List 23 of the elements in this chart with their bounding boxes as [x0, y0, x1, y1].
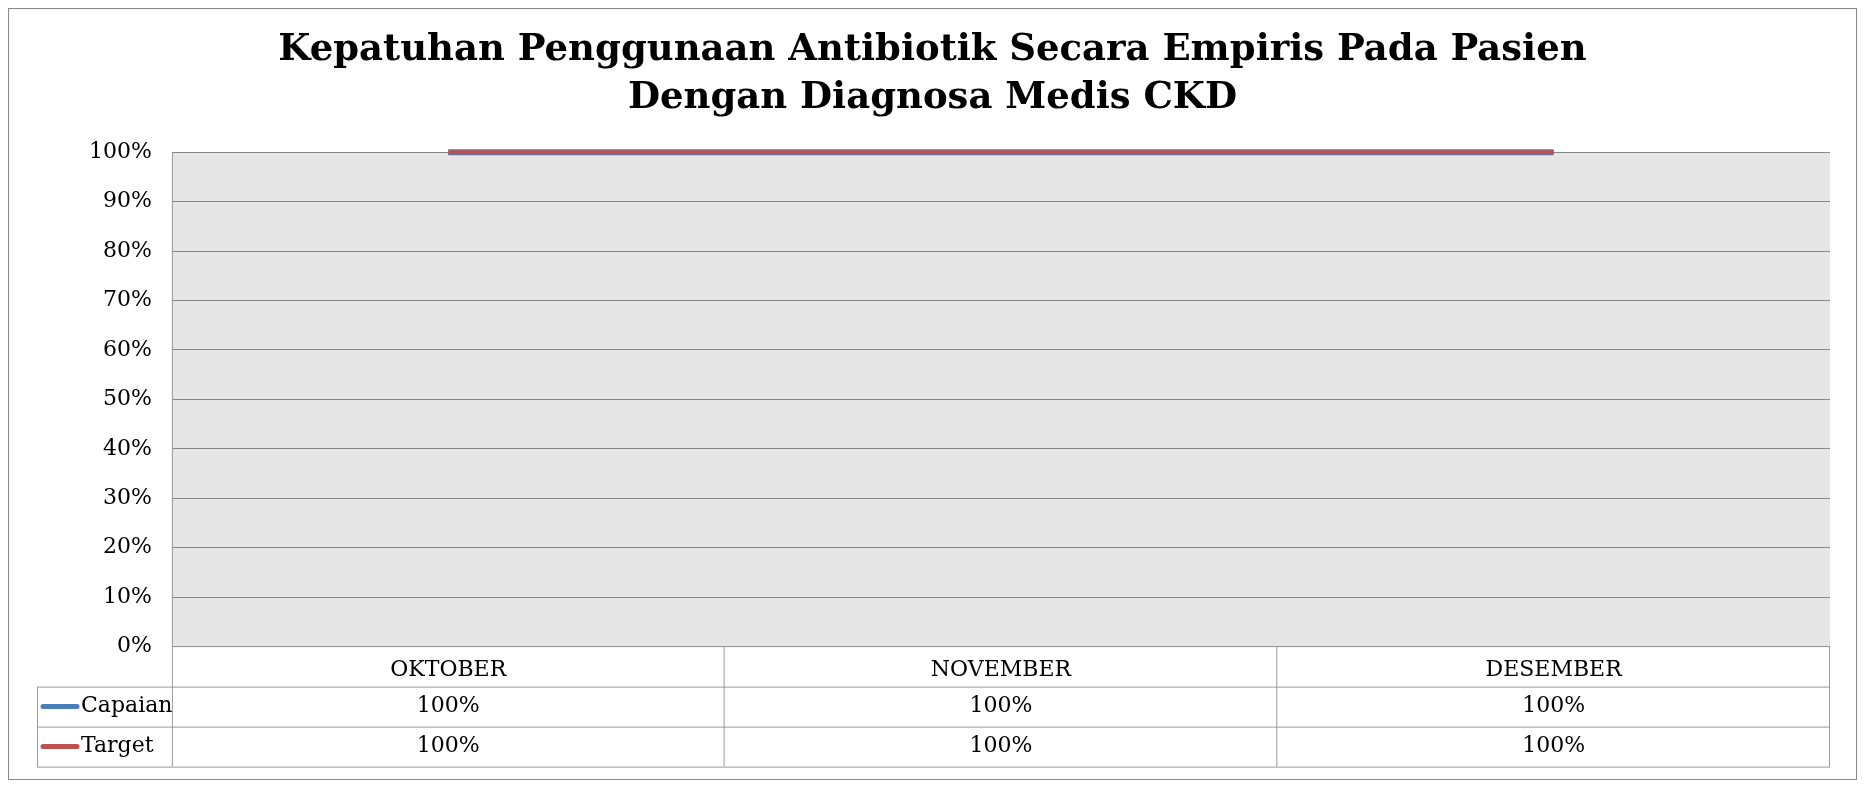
y-tick-label: 100% [88, 137, 152, 163]
y-tick-label: 0% [116, 632, 152, 658]
y-tick-label: 70% [102, 286, 152, 312]
y-tick-label: 40% [102, 434, 152, 460]
y-tick-label: 20% [102, 533, 152, 559]
legend-label: Capaian [81, 692, 173, 718]
data-label: 100% [969, 692, 1033, 718]
data-label: 100% [416, 692, 480, 718]
x-tick-label: DESEMBER [1485, 655, 1624, 681]
data-label: 100% [1522, 692, 1586, 718]
data-label: 100% [416, 732, 480, 758]
data-label: 100% [969, 732, 1033, 758]
y-tick-label: 80% [102, 236, 152, 262]
chart-title: Kepatuhan Penggunaan Antibiotik Secara Empiris Pada Pasien Dengan Diagnosa Medis CKD [277, 24, 1588, 119]
legend-label: Target [81, 732, 154, 758]
y-tick-label: 50% [102, 385, 152, 411]
y-tick-label: 10% [102, 582, 152, 608]
y-tick-label: 90% [102, 187, 152, 213]
x-tick-label: NOVEMBER [930, 655, 1073, 681]
y-tick-label: 30% [102, 484, 152, 509]
y-tick-label: 60% [102, 335, 152, 361]
x-tick-label: OKTOBER [390, 655, 508, 681]
data-label: 100% [1522, 732, 1586, 758]
